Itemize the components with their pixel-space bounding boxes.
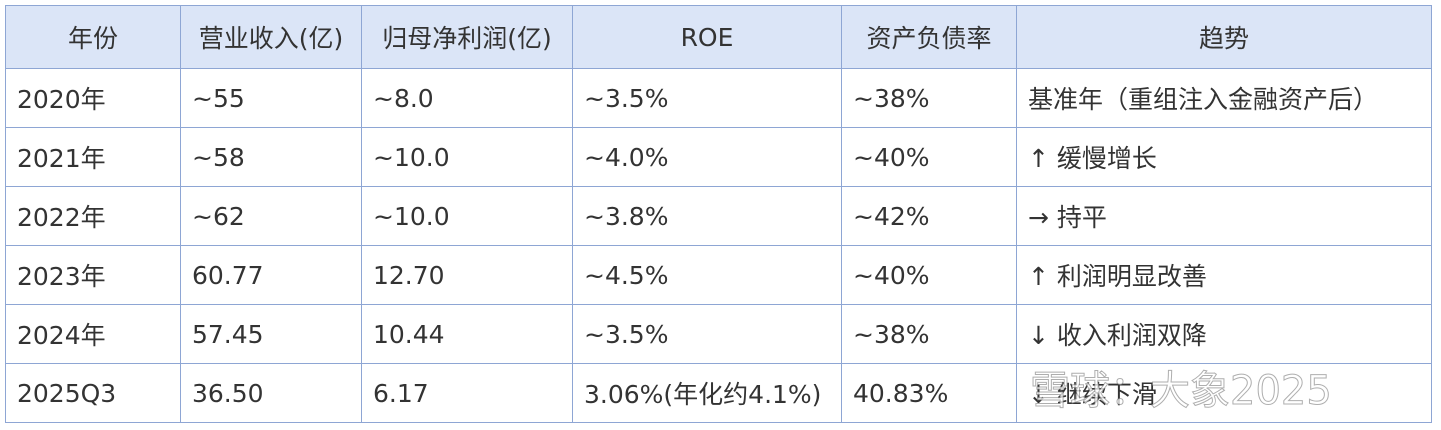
header-cell: 归母净利润(亿) xyxy=(361,5,573,69)
header-cell: 营业收入(亿) xyxy=(180,5,362,69)
table-cell: 57.45 xyxy=(180,304,362,364)
table-cell: 2022年 xyxy=(5,186,181,246)
table-row: 2025Q3 36.50 6.17 3.06%(年化约4.1%) 40.83% ↓ 继续下… xyxy=(5,363,1432,423)
table-cell: ↓ 收入利润双降 xyxy=(1016,304,1432,364)
table-cell: ~38% xyxy=(841,304,1017,364)
header-cell: 年份 xyxy=(5,5,181,69)
table-cell: ~3.5% xyxy=(572,68,842,128)
table-cell: 2023年 xyxy=(5,245,181,305)
table-cell: ~3.8% xyxy=(572,186,842,246)
table-cell: ~4.5% xyxy=(572,245,842,305)
table-cell: 60.77 xyxy=(180,245,362,305)
table-cell: 6.17 xyxy=(361,363,573,423)
header-cell: 趋势 xyxy=(1016,5,1432,69)
table-cell: 基准年（重组注入金融资产后） xyxy=(1016,68,1432,128)
table-row: 2023年 60.77 12.70 ~4.5% ~40% ↑ 利润明显改善 xyxy=(5,245,1432,305)
table-cell: ~8.0 xyxy=(361,68,573,128)
table-body: 2020年 ~55 ~8.0 ~3.5% ~38% 基准年（重组注入金融资产后） 2021年… xyxy=(5,68,1432,423)
table-cell: ↑ 利润明显改善 xyxy=(1016,245,1432,305)
table-cell: 36.50 xyxy=(180,363,362,423)
table-row: 2024年 57.45 10.44 ~3.5% ~38% ↓ 收入利润双降 xyxy=(5,304,1432,364)
table-cell: ~10.0 xyxy=(361,186,573,246)
table-cell: ↓ 继续下滑 xyxy=(1016,363,1432,423)
header-row: 年份 营业收入(亿) 归母净利润(亿) ROE 资产负债率 趋势 xyxy=(5,5,1432,69)
table-cell: ~62 xyxy=(180,186,362,246)
table-cell: ~40% xyxy=(841,245,1017,305)
table-cell: → 持平 xyxy=(1016,186,1432,246)
table-row: 2020年 ~55 ~8.0 ~3.5% ~38% 基准年（重组注入金融资产后） xyxy=(5,68,1432,128)
watermark: 雪球：大象2025 xyxy=(1030,368,1333,415)
table-cell: ~58 xyxy=(180,127,362,187)
table-cell: 2021年 xyxy=(5,127,181,187)
table-cell: 2020年 xyxy=(5,68,181,128)
table-cell: 12.70 xyxy=(361,245,573,305)
table-cell: 2024年 xyxy=(5,304,181,364)
data-table: 年份 营业收入(亿) 归母净利润(亿) ROE 资产负债率 趋势 2020年 ~55 ~8.0… xyxy=(5,5,1432,423)
table-cell: 2025Q3 xyxy=(5,363,181,423)
table-cell: ~4.0% xyxy=(572,127,842,187)
table-cell: ~38% xyxy=(841,68,1017,128)
header-cell: ROE xyxy=(572,5,842,69)
table-cell: ~55 xyxy=(180,68,362,128)
table-cell: 40.83% xyxy=(841,363,1017,423)
table-cell: ~42% xyxy=(841,186,1017,246)
table-cell: ~10.0 xyxy=(361,127,573,187)
table-header: 年份 营业收入(亿) 归母净利润(亿) ROE 资产负债率 趋势 xyxy=(5,5,1432,69)
table-cell: ~3.5% xyxy=(572,304,842,364)
table-row: 2021年 ~58 ~10.0 ~4.0% ~40% ↑ 缓慢增长 xyxy=(5,127,1432,187)
header-cell: 资产负债率 xyxy=(841,5,1017,69)
table-cell: 3.06%(年化约4.1%) xyxy=(572,363,842,423)
table-cell: ↑ 缓慢增长 xyxy=(1016,127,1432,187)
table-cell: 10.44 xyxy=(361,304,573,364)
table-cell: ~40% xyxy=(841,127,1017,187)
table-row: 2022年 ~62 ~10.0 ~3.8% ~42% → 持平 xyxy=(5,186,1432,246)
